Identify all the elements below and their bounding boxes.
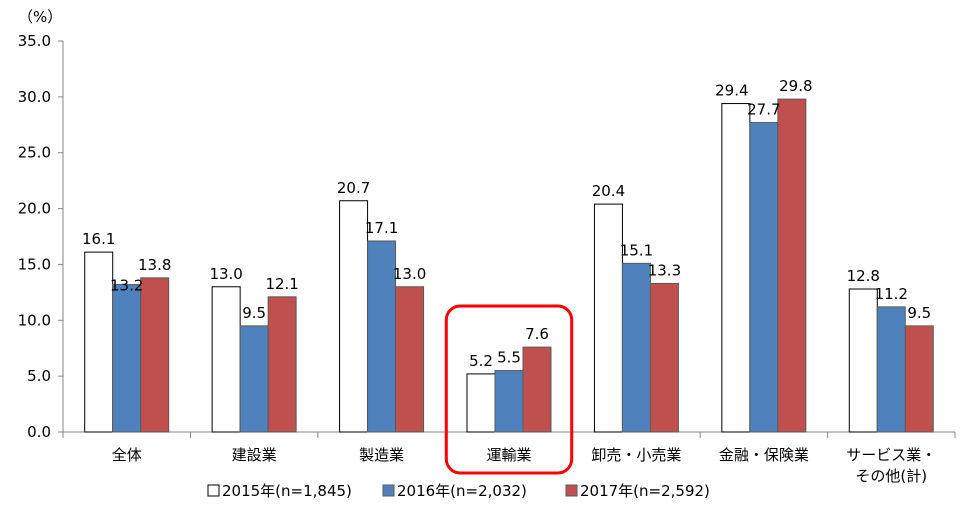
bar xyxy=(494,370,524,433)
data-label: 16.1 xyxy=(82,230,115,248)
y-tick-label: 30.0 xyxy=(18,88,51,106)
data-label: 7.6 xyxy=(525,325,549,343)
y-tick-label: 5.0 xyxy=(27,367,51,385)
bar xyxy=(904,325,934,433)
x-category-label: 運輸業 xyxy=(486,446,531,464)
legend-swatch xyxy=(565,484,578,497)
y-axis-unit-label: （%） xyxy=(18,8,62,26)
legend: 2015年(n=1,845) 2016年(n=2,032) 2017年(n=2,59… xyxy=(207,482,710,500)
x-axis: 全体 建設業 製造業 運輸業 卸売・小売業 金融・保険業 サービス業・その他(計) xyxy=(62,431,956,485)
bar xyxy=(721,103,751,433)
data-label: 13.0 xyxy=(393,265,426,283)
data-label: 17.1 xyxy=(365,219,398,237)
bar xyxy=(211,286,241,433)
data-label: 20.4 xyxy=(592,182,625,200)
y-tick-label: 10.0 xyxy=(18,311,51,329)
y-tick-label: 0.0 xyxy=(27,423,51,441)
bar xyxy=(621,262,651,433)
x-category-label: 製造業 xyxy=(359,446,404,464)
x-category-label: その他(計) xyxy=(855,467,927,485)
data-label: 27.7 xyxy=(747,101,780,119)
bar xyxy=(649,282,679,433)
legend-label: 2015年(n=1,845) xyxy=(222,482,352,500)
data-label: 13.8 xyxy=(138,256,171,274)
legend-swatch xyxy=(382,484,395,497)
y-tick-label: 20.0 xyxy=(18,200,51,218)
data-label: 20.7 xyxy=(337,179,370,197)
data-label: 29.8 xyxy=(779,77,812,95)
bar-series-group xyxy=(84,98,934,433)
data-label: 5.2 xyxy=(469,352,493,370)
y-tick-label: 25.0 xyxy=(18,144,51,162)
legend-swatch xyxy=(207,484,220,497)
data-labels-group: 16.1 13.0 20.7 5.2 20.4 29.4 12.8 13.2 9.5 17.1 5.… xyxy=(82,77,931,370)
data-label: 15.1 xyxy=(620,241,653,259)
bar xyxy=(140,277,170,433)
data-label: 9.5 xyxy=(242,304,266,322)
data-label: 12.1 xyxy=(265,275,298,293)
data-label: 13.2 xyxy=(110,277,143,295)
bar xyxy=(339,200,369,433)
data-label: 13.3 xyxy=(648,261,681,279)
bar xyxy=(593,203,623,433)
x-category-label: 全体 xyxy=(112,446,142,464)
bar xyxy=(848,288,878,433)
highlight-group xyxy=(444,304,574,475)
bar xyxy=(267,296,297,433)
y-axis: 0.0 5.0 10.0 15.0 20.0 25.0 30.0 35.0 xyxy=(18,32,64,441)
highlight-box xyxy=(444,304,574,475)
bar xyxy=(395,286,425,433)
bar xyxy=(749,122,779,433)
bar xyxy=(466,373,496,433)
data-label: 12.8 xyxy=(847,267,880,285)
bar xyxy=(112,284,142,433)
data-label: 5.5 xyxy=(497,349,521,367)
data-label: 29.4 xyxy=(715,82,748,100)
data-label: 9.5 xyxy=(907,304,931,322)
bar xyxy=(777,98,807,433)
y-tick-label: 15.0 xyxy=(18,255,51,273)
bar xyxy=(239,325,269,433)
bar xyxy=(522,346,552,433)
legend-label: 2017年(n=2,592) xyxy=(580,482,710,500)
bar xyxy=(367,240,397,433)
x-category-label: 金融・保険業 xyxy=(719,446,809,464)
data-label: 11.2 xyxy=(875,285,908,303)
legend-label: 2016年(n=2,032) xyxy=(397,482,527,500)
bar xyxy=(84,251,114,433)
data-label: 13.0 xyxy=(209,265,242,283)
x-category-label: 卸売・小売業 xyxy=(591,446,681,464)
y-tick-label: 35.0 xyxy=(18,32,51,50)
x-category-label: 建設業 xyxy=(232,446,277,464)
bar xyxy=(876,306,906,433)
x-category-label: サービス業・ xyxy=(846,446,936,464)
